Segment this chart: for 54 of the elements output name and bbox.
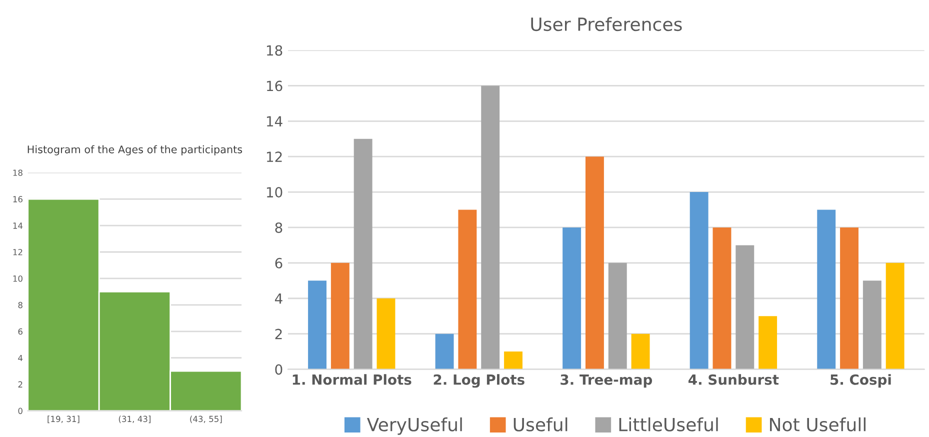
y-tick-label: 18 [266, 45, 282, 56]
y-tick-label: 14 [266, 116, 282, 126]
legend-label: Not Usefull [770, 417, 866, 432]
legend-label: Useful [514, 417, 568, 432]
bar [330, 262, 350, 370]
x-tick-label: [19, 31] [48, 416, 80, 424]
y-tick-label: 4 [18, 354, 23, 362]
x-tick-label: (43, 55] [190, 416, 222, 424]
y-tick-label: 10 [266, 187, 282, 198]
bar [504, 352, 522, 370]
x-tick-label: (31, 43] [118, 416, 150, 424]
y-tick-label: 6 [18, 328, 22, 335]
bar [631, 334, 650, 370]
y-tick-label: 12 [13, 248, 22, 256]
x-tick-label: 1. Normal Plots [292, 374, 412, 385]
y-tick-label: 12 [266, 152, 282, 162]
bar [862, 280, 882, 370]
y-tick-label: 16 [266, 80, 282, 92]
bar [736, 245, 754, 370]
y-tick-label: 2 [18, 381, 22, 388]
bar [481, 86, 500, 370]
bar [308, 280, 326, 370]
legend-label: LittleUseful [619, 417, 718, 432]
bar [712, 227, 732, 370]
y-tick-label: 8 [18, 302, 22, 308]
y-tick-label: 6 [275, 258, 282, 268]
y-tick-label: 18 [13, 170, 22, 176]
bar [817, 210, 836, 370]
bar [690, 192, 708, 370]
bar [354, 138, 372, 370]
bar [376, 298, 396, 370]
x-tick-label: 3. Tree-map [560, 374, 652, 388]
bar [562, 227, 582, 370]
y-tick-label: 4 [274, 294, 282, 304]
x-tick-label: 4. Sunburst [688, 374, 779, 385]
y-tick-label: 0 [18, 408, 22, 414]
bar [585, 156, 604, 370]
y-tick-label: 2 [275, 328, 282, 340]
legend-label: VeryUseful [366, 417, 462, 435]
y-tick-label: 16 [13, 196, 22, 202]
bar [458, 210, 477, 370]
x-tick-label: 2. Log Plots [434, 374, 524, 388]
y-tick-label: 14 [13, 222, 23, 229]
bar [758, 316, 778, 370]
y-tick-label: 8 [275, 222, 282, 233]
chart-title: User Preferences [531, 17, 682, 32]
chart-title: Histogram of the Ages of the participants [28, 145, 242, 156]
bar [886, 262, 904, 370]
bar [840, 227, 858, 370]
y-tick-label: 0 [275, 364, 282, 375]
x-tick-label: 5. Cospi [830, 374, 891, 388]
y-tick-label: 10 [13, 275, 22, 282]
bar [435, 334, 454, 370]
bar [608, 262, 627, 370]
